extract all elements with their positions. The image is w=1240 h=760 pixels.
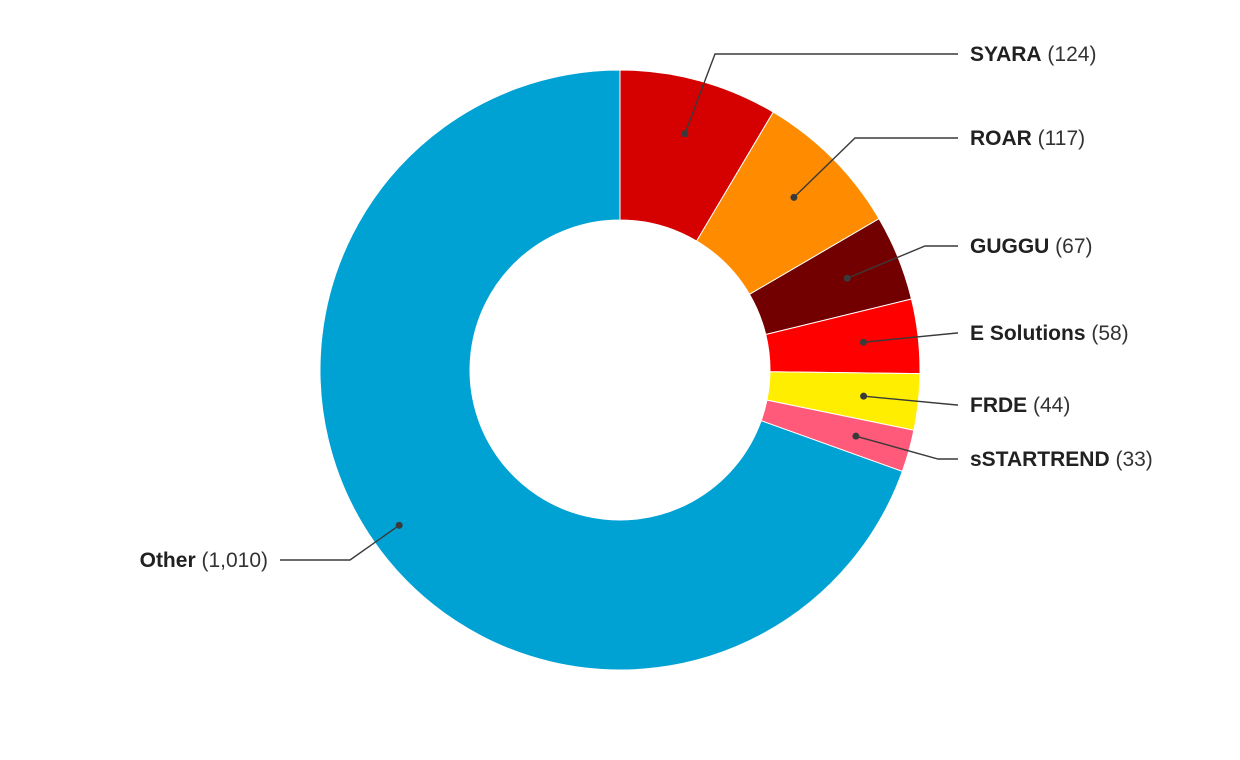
- slice-label-name: sSTARTREND: [970, 448, 1110, 471]
- slice-label-value: (58): [1086, 322, 1129, 345]
- slices-layer: [319, 69, 921, 671]
- leader-line-roar: [793, 137, 958, 198]
- slice-label-value: (44): [1027, 394, 1070, 417]
- slice-label-name: Other: [140, 549, 196, 572]
- slice-label-sstartrend: sSTARTREND (33): [970, 448, 1153, 471]
- leader-line-guggu: [846, 245, 958, 279]
- leader-line-e-solutions: [863, 332, 958, 343]
- slice-label-other: Other (1,010): [140, 549, 268, 572]
- leader-line-frde: [863, 395, 958, 406]
- slice-label-e-solutions: E Solutions (58): [970, 322, 1129, 345]
- slice-label-syara: SYARA (124): [970, 43, 1096, 66]
- slice-label-guggu: GUGGU (67): [970, 235, 1093, 258]
- slice-label-value: (33): [1110, 448, 1153, 471]
- slice-other[interactable]: [319, 69, 903, 671]
- slice-label-name: FRDE: [970, 394, 1027, 417]
- leader-line-other: [280, 524, 400, 561]
- slice-label-frde: FRDE (44): [970, 394, 1070, 417]
- slice-label-value: (1,010): [196, 549, 268, 572]
- slice-label-name: SYARA: [970, 43, 1042, 66]
- slice-label-value: (124): [1042, 43, 1097, 66]
- slice-label-name: ROAR: [970, 127, 1032, 150]
- slice-label-value: (117): [1032, 127, 1085, 150]
- slice-label-roar: ROAR (117): [970, 127, 1085, 150]
- slice-label-name: E Solutions: [970, 322, 1086, 345]
- leader-line-syara: [684, 53, 958, 134]
- leader-line-sstartrend: [855, 435, 958, 460]
- slice-label-name: GUGGU: [970, 235, 1049, 258]
- slice-label-value: (67): [1049, 235, 1092, 258]
- leader-lines-layer: [280, 53, 958, 561]
- labels-layer: SYARA (124) ROAR (117) GUGGU (67) E Solutio…: [140, 43, 1153, 572]
